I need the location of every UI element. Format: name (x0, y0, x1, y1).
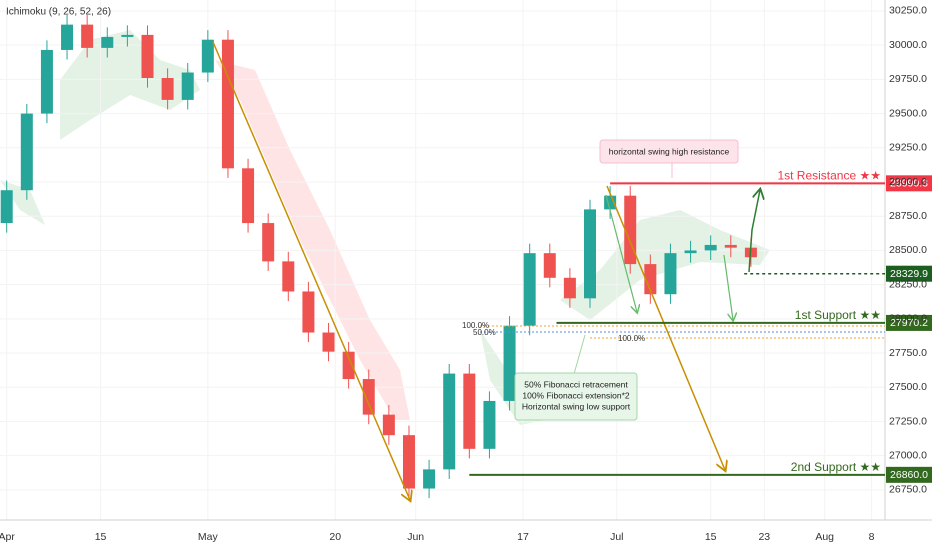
level-name: 1st Resistance ★★ (777, 168, 881, 182)
candle-body (483, 400, 496, 449)
annotations: horizontal swing high resistance 50% Fibo… (522, 146, 730, 411)
price-tag (886, 265, 932, 282)
candle-body (563, 277, 576, 299)
x-tick-label: Apr (0, 531, 15, 543)
cloud-red (215, 60, 410, 420)
candle-body (141, 34, 154, 78)
annotation-text: Horizontal swing low support (522, 401, 631, 411)
indicator-label: Ichimoku (9, 26, 52, 26) (6, 7, 111, 18)
candle-body (0, 190, 13, 224)
candle-body (201, 39, 214, 73)
x-tick-label: Jul (610, 531, 623, 543)
x-tick-label: 15 (95, 531, 107, 543)
callout-pointer (573, 334, 586, 375)
candle-body (624, 195, 637, 265)
x-tick-label: 17 (517, 531, 529, 543)
cloud-green (60, 30, 200, 140)
candle-body (362, 379, 375, 415)
levels: 1st Resistance ★★ 28990.3 28329.9 1st Suppo… (469, 168, 932, 483)
callout-box (514, 372, 638, 421)
y-tick-label: 29000.0 (889, 176, 927, 188)
x-tick-label: 20 (329, 531, 341, 543)
candle-body (221, 39, 234, 169)
x-tick-label: 8 (869, 531, 875, 543)
level-name: 2nd Support ★★ (791, 460, 881, 474)
trend-arrow (212, 41, 410, 500)
candle-body (101, 36, 114, 48)
price-tag-label: 27970.2 (890, 317, 928, 329)
y-tick-label: 28250.0 (889, 278, 927, 290)
candle-body (181, 72, 194, 100)
candle-body (282, 261, 295, 292)
y-tick-label: 28750.0 (889, 210, 927, 222)
projection-arrow (605, 194, 637, 312)
y-tick-label: 28000.0 (889, 313, 927, 325)
x-tick-label: 23 (758, 531, 770, 543)
annotation-text: 100% Fibonacci extension*2 (522, 390, 630, 400)
candle-body (543, 253, 556, 278)
y-tick-label: 26750.0 (889, 484, 927, 496)
fib-label: 100.0% (462, 321, 489, 330)
candle-body (342, 351, 355, 380)
fib-label: 50.0% (473, 328, 496, 337)
y-tick-label: 28500.0 (889, 244, 927, 256)
y-tick-label: 29750.0 (889, 73, 927, 85)
price-tag-label: 28990.3 (890, 178, 928, 190)
candle-body (20, 113, 33, 191)
candle-body (121, 34, 134, 37)
candle-body (40, 49, 53, 114)
candle-body (382, 414, 395, 436)
price-tag-label: 28329.9 (890, 268, 928, 280)
y-tick-label: 27000.0 (889, 449, 927, 461)
level-name: 1st Support ★★ (795, 308, 881, 322)
fibonacci: 100.0% 50.0% 100.0% (462, 321, 885, 343)
y-tick-label: 27250.0 (889, 415, 927, 427)
candle-body (704, 244, 717, 251)
candle-body (61, 24, 74, 50)
candle-body (81, 24, 94, 48)
callout-box (599, 139, 739, 164)
annotation-text: horizontal swing high resistance (609, 146, 730, 156)
candle-body (664, 253, 677, 295)
candle-body (402, 435, 415, 489)
annotation-text: 50% Fibonacci retracement (524, 379, 628, 389)
candle-body (644, 264, 657, 295)
y-tick-label: 27500.0 (889, 381, 927, 393)
candle-body (523, 253, 536, 326)
x-tick-label: 15 (705, 531, 717, 543)
candle-body (161, 78, 174, 100)
candle-body (423, 469, 436, 489)
drawings (212, 41, 760, 500)
candle-body (262, 223, 275, 262)
price-tag (886, 314, 932, 331)
trend-arrow (606, 185, 725, 470)
candle-body (302, 291, 315, 333)
y-tick-label: 30000.0 (889, 39, 927, 51)
candle-body (242, 168, 255, 224)
x-tick-label: Jun (407, 531, 424, 543)
candle-body (503, 325, 516, 401)
price-tag-label: 26860.0 (890, 469, 928, 481)
candle-body (463, 373, 476, 449)
x-tick-label: Aug (815, 531, 834, 543)
grid (0, 0, 885, 520)
price-tag (886, 175, 932, 192)
projection-arrow (748, 190, 760, 273)
candle-body (724, 244, 737, 248)
candles (0, 15, 757, 499)
fib-label: 100.0% (618, 334, 645, 343)
y-tick-label: 29250.0 (889, 142, 927, 154)
y-tick-label: 27750.0 (889, 347, 927, 359)
y-tick-label: 29500.0 (889, 107, 927, 119)
candle-body (322, 332, 335, 352)
x-tick-label: May (198, 531, 219, 543)
y-tick-label: 30250.0 (889, 5, 927, 17)
candle-body (684, 250, 697, 254)
price-tag (886, 466, 932, 483)
projection-arrow (723, 254, 733, 320)
candle-body (443, 373, 456, 470)
candle-body (584, 209, 596, 299)
